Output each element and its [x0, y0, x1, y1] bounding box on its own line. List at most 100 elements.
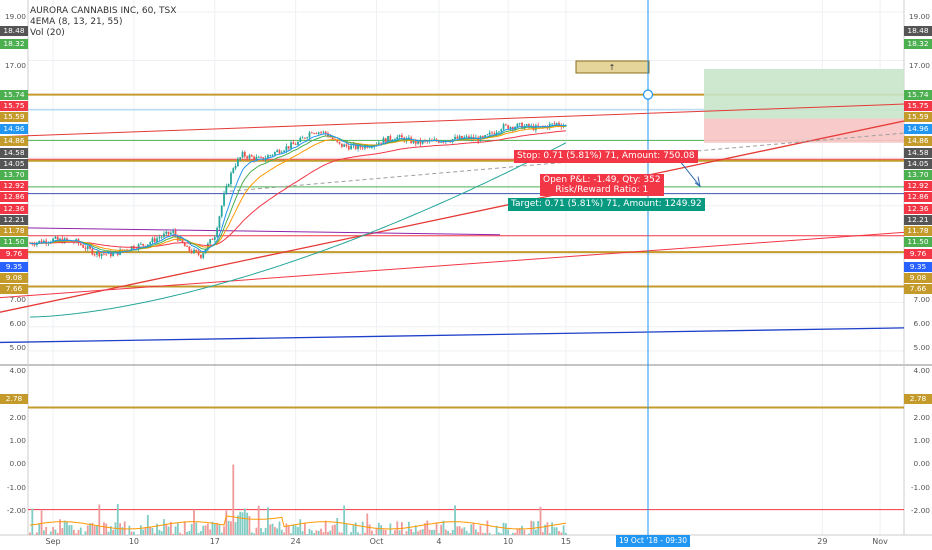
candle-body: [130, 246, 133, 250]
candle-body: [82, 245, 85, 248]
candle-body: [343, 144, 346, 147]
price-tag: 9.76: [0, 249, 28, 259]
volume-bar: [250, 532, 253, 535]
volume-bar: [283, 532, 285, 535]
candle-body: [276, 150, 279, 153]
candle-body: [243, 152, 246, 157]
volume-bar: [267, 507, 269, 535]
candle-body: [347, 146, 350, 150]
trend-line-blue: [0, 327, 905, 344]
volume-bar: [133, 531, 135, 535]
volume-bar: [213, 523, 216, 535]
price-tag: 11.50: [904, 237, 932, 247]
volume-bar: [31, 508, 34, 535]
candle-body: [100, 253, 103, 257]
stop-label[interactable]: Stop: 0.71 (5.81%) 71, Amount: 750.08: [514, 150, 698, 163]
candle-body: [287, 146, 290, 149]
price-tag: 12.86: [0, 192, 28, 202]
time-tick: 4: [436, 537, 442, 546]
volume-bar: [361, 521, 364, 535]
candle-body: [380, 142, 383, 144]
candle-body: [195, 249, 198, 252]
candle-body: [481, 136, 484, 138]
volume-bar: [347, 534, 350, 536]
volume-bar: [479, 525, 482, 535]
volume-bar: [303, 523, 306, 535]
volume-bar: [428, 529, 431, 535]
volume-bar: [273, 527, 276, 535]
volume-bar: [417, 531, 419, 535]
volume-indicator-label[interactable]: Vol (20): [30, 28, 65, 38]
candle-body: [260, 156, 262, 158]
volume-bar: [193, 509, 195, 535]
candle-body: [299, 138, 302, 142]
price-tag: 14.05: [904, 159, 932, 169]
candle-body: [294, 144, 297, 145]
candle-body: [329, 136, 332, 138]
price-tag: 12.92: [904, 181, 932, 191]
time-tick: Nov: [872, 537, 888, 546]
price-tag: 12.21: [904, 215, 932, 225]
volume-bar: [84, 531, 87, 535]
candle-body: [394, 139, 396, 140]
ema-8-line: [29, 124, 566, 254]
candle-body: [96, 251, 98, 255]
ema-indicator-label[interactable]: 4EMA (8, 13, 21, 55): [30, 17, 123, 27]
candle-body: [216, 227, 219, 237]
price-tag: 15.75: [0, 101, 28, 111]
volume-bar: [54, 529, 57, 535]
candle-body: [433, 139, 436, 141]
osc-tick: 0.00: [9, 459, 26, 468]
crosshair-dot: [642, 89, 654, 100]
volume-bar: [444, 529, 447, 535]
candle-body: [156, 238, 158, 242]
volume-bar: [126, 534, 128, 536]
candle-body: [534, 125, 537, 131]
candle-body: [103, 253, 105, 255]
volume-bar: [424, 523, 426, 535]
target-label[interactable]: Target: 0.71 (5.81%) 71, Amount: 1249.92: [508, 198, 705, 211]
candle-body: [218, 216, 221, 228]
price-tag: 14.58: [904, 148, 932, 158]
candle-body: [509, 127, 512, 129]
price-tag: 12.92: [0, 181, 28, 191]
candle-body: [523, 125, 526, 129]
volume-bar: [202, 525, 205, 535]
volume-bar: [153, 533, 156, 535]
volume-bar: [447, 530, 450, 535]
volume-bar: [350, 532, 352, 535]
candle-body: [269, 155, 272, 156]
osc-tick: 1.00: [913, 436, 930, 445]
price-tag: 18.32: [904, 39, 932, 49]
candle-body: [211, 239, 214, 240]
candle-body: [54, 236, 57, 239]
candle-body: [297, 141, 299, 145]
volume-bar: [352, 525, 355, 535]
price-tick: 19.00: [908, 12, 930, 21]
volume-bar: [498, 532, 500, 535]
time-tick: 6: [927, 537, 932, 546]
price-tag: 14.86: [904, 136, 932, 146]
candle-body: [142, 243, 145, 246]
volume-bar: [105, 523, 108, 535]
volume-bar: [502, 522, 505, 535]
candle-body: [248, 155, 251, 159]
volume-bar: [47, 534, 50, 535]
pnl-label[interactable]: Open P&L: -1.49, Qty: 352 Risk/Reward Ra…: [540, 174, 664, 196]
candle-body: [197, 251, 200, 255]
candle-body: [42, 240, 45, 243]
price-tag: 11.78: [904, 226, 932, 236]
candle-body: [317, 132, 320, 134]
candle-body: [285, 146, 288, 151]
candle-body: [486, 134, 489, 136]
candle-body: [273, 152, 276, 155]
volume-bar: [264, 527, 267, 535]
price-tag: 9.08: [904, 273, 932, 283]
volume-bar: [112, 529, 115, 535]
candle-body: [465, 136, 468, 138]
volume-bar: [327, 531, 329, 535]
volume-bar: [33, 534, 36, 536]
volume-bar: [421, 529, 424, 535]
volume-bar: [530, 520, 533, 535]
